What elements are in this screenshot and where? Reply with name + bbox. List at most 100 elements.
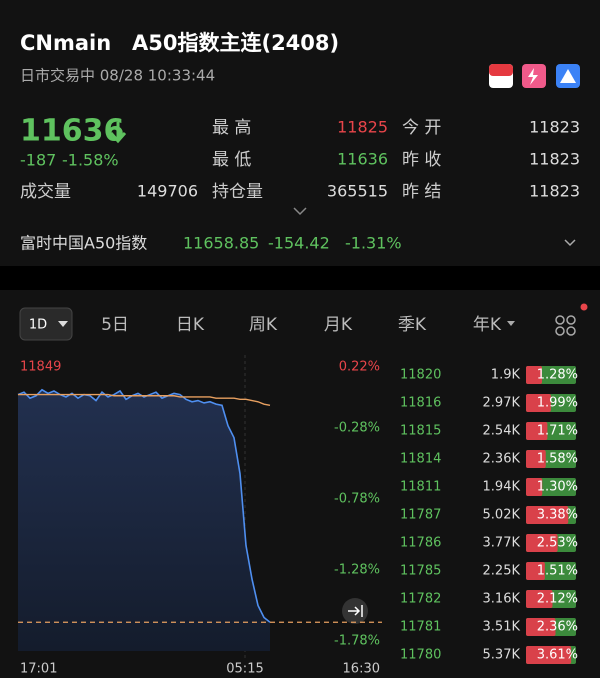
y2-tick-label: -1.28% (334, 563, 380, 578)
jump-icon (348, 605, 363, 617)
index-change-pct: -1.31% (345, 234, 402, 253)
trade-price: 11782 (400, 592, 441, 607)
field-value: 149706 (137, 182, 198, 201)
field-label: 昨 结 (402, 182, 441, 202)
field-label: 持仓量 (212, 182, 263, 202)
y2-tick-label: -0.28% (334, 421, 380, 436)
trade-share: 1.58% (537, 452, 578, 467)
field-value: 11823 (529, 182, 580, 201)
field-label: 今 开 (402, 118, 441, 138)
price-area (18, 389, 270, 651)
trade-price: 11820 (400, 368, 441, 383)
trade-volume: 2.36K (483, 452, 521, 467)
trade-share: 1.28% (537, 368, 578, 383)
y2-tick-label: -1.78% (334, 634, 380, 649)
share-bar (526, 366, 542, 384)
share-bar (526, 534, 558, 552)
change-pct: -1.58% (62, 151, 119, 170)
x-tick-label: 17:01 (20, 662, 57, 677)
pyramid-shape (560, 69, 576, 83)
trade-share: 3.38% (537, 508, 578, 523)
period-tab[interactable]: 年K (473, 315, 502, 335)
field-value: 11636 (337, 150, 388, 169)
trade-price: 11816 (400, 396, 441, 411)
share-bar (526, 422, 548, 440)
tab-dropdown (58, 321, 68, 327)
trade-price: 11787 (400, 508, 441, 523)
trade-share: 1.51% (537, 564, 578, 579)
x-tick-label: 05:15 (226, 662, 263, 677)
share-bar (526, 646, 572, 664)
trade-share: 1.99% (537, 396, 578, 411)
trade-price: 11815 (400, 424, 441, 439)
share-bar (526, 478, 543, 496)
layout-icon[interactable] (555, 315, 576, 336)
icons (489, 64, 580, 88)
field-value: 365515 (327, 182, 388, 201)
separator (0, 266, 600, 290)
y-tick-label: 11849 (20, 360, 61, 375)
trade-share: 2.53% (537, 536, 578, 551)
period-tab[interactable]: 月K (324, 315, 353, 335)
x-tick-label: 16:30 (343, 662, 380, 677)
period-tab[interactable]: 5日 (101, 315, 129, 335)
change: -187 (20, 151, 56, 170)
notify-dot (580, 303, 588, 311)
index-change: -154.42 (268, 234, 330, 253)
field-label: 最 低 (212, 150, 251, 170)
trade-volume: 5.37K (483, 648, 521, 663)
trade-volume: 5.02K (483, 508, 521, 523)
y2-tick-label: -0.78% (334, 492, 380, 507)
field-value: 11825 (337, 118, 388, 137)
index-chevron[interactable] (564, 239, 576, 247)
period-tab[interactable]: 日K (176, 315, 205, 335)
period-tab[interactable]: 周K (249, 315, 278, 335)
trade-share: 1.71% (537, 424, 578, 439)
trade-volume: 3.77K (483, 536, 521, 551)
period-tab[interactable]: 季K (398, 315, 427, 335)
tab-active[interactable] (19, 307, 73, 341)
status: 日市交易中 08/28 10:33:44 (20, 67, 215, 85)
field-value: 11823 (529, 150, 580, 169)
down-arrow (109, 122, 127, 144)
trade-volume: 1.9K (491, 368, 521, 383)
contract-name: A50指数主连(2408) (132, 31, 339, 55)
trade-share: 3.61% (537, 648, 578, 663)
field-label: 昨 收 (402, 150, 441, 170)
symbol: CNmain (20, 31, 111, 55)
trade-price: 11786 (400, 536, 441, 551)
sg-flag-red (489, 64, 513, 76)
share-bar (526, 506, 569, 524)
trade-share: 2.36% (537, 620, 578, 635)
trade-price: 11780 (400, 648, 441, 663)
share-bar (526, 450, 546, 468)
field-label: 成交量 (20, 182, 71, 202)
share-bar (526, 590, 553, 608)
expand-chevron[interactable] (293, 207, 307, 216)
share-bar (526, 618, 556, 636)
trade-volume: 2.97K (483, 396, 521, 411)
average-line (18, 393, 271, 407)
field-label: 最 高 (212, 118, 251, 138)
period-tab[interactable]: 1D (29, 318, 47, 333)
trade-share: 2.12% (537, 592, 578, 607)
lightning-shape (528, 68, 538, 85)
icon-dot (566, 326, 576, 336)
share-bar (526, 394, 551, 412)
last-price: 11636 (20, 114, 124, 149)
trade-price: 11811 (400, 480, 441, 495)
trade-volume: 2.25K (483, 564, 521, 579)
field-value: 11823 (529, 118, 580, 137)
trade-price: 11785 (400, 564, 441, 579)
icon-dot (555, 326, 565, 336)
trade-volume: 3.16K (483, 592, 521, 607)
trade-volume: 1.94K (483, 480, 521, 495)
icon-dot (555, 315, 565, 325)
trade-price: 11814 (400, 452, 441, 467)
trade-price: 11781 (400, 620, 441, 635)
index-name: 富时中国A50指数 (20, 234, 147, 253)
trade-volume: 2.54K (483, 424, 521, 439)
share-bar (526, 562, 545, 580)
